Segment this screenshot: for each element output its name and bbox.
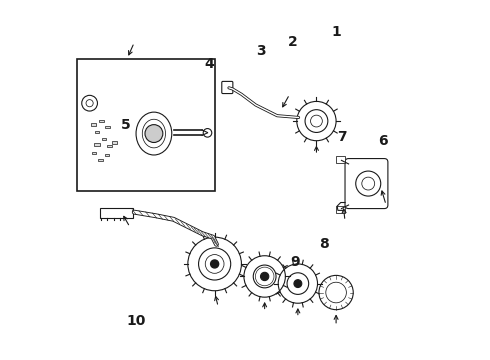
Bar (93, 152, 96, 154)
Text: 10: 10 (126, 314, 146, 328)
Text: 3: 3 (256, 44, 266, 58)
Bar (95, 131, 98, 133)
FancyBboxPatch shape (222, 81, 233, 94)
Bar (102, 138, 106, 140)
Bar (77, 59, 215, 191)
Circle shape (294, 280, 302, 288)
Bar (336, 206, 345, 213)
Text: 4: 4 (204, 57, 214, 71)
Bar (99, 120, 103, 122)
Bar (113, 141, 117, 144)
Text: 8: 8 (318, 237, 328, 251)
Text: 9: 9 (290, 255, 300, 269)
FancyBboxPatch shape (345, 158, 388, 208)
Ellipse shape (142, 119, 166, 148)
Circle shape (261, 272, 269, 280)
Bar (98, 159, 102, 161)
Circle shape (145, 125, 163, 143)
Bar (94, 143, 99, 146)
Bar (105, 154, 109, 156)
FancyBboxPatch shape (99, 208, 133, 218)
Bar (336, 157, 345, 163)
Ellipse shape (136, 112, 172, 155)
Bar (107, 145, 112, 147)
Bar (91, 123, 96, 126)
Circle shape (211, 260, 219, 268)
Text: 2: 2 (288, 36, 298, 49)
Text: 7: 7 (337, 130, 346, 144)
Text: 5: 5 (121, 118, 130, 132)
Text: 1: 1 (331, 25, 341, 39)
Text: 6: 6 (378, 134, 387, 148)
Bar (105, 126, 110, 129)
